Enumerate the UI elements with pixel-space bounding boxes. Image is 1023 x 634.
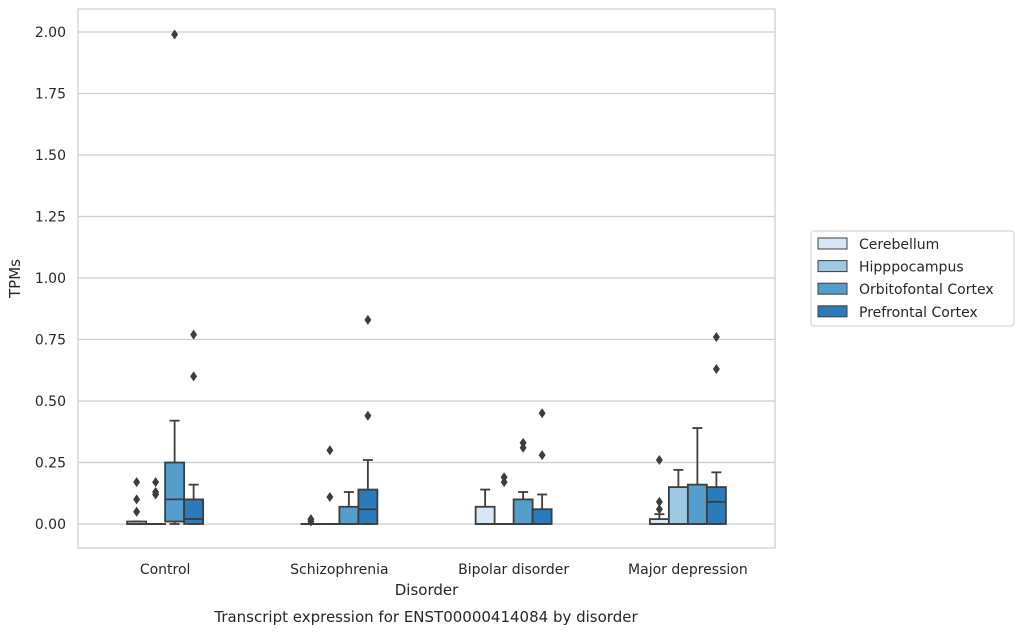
outlier-point [655,496,663,507]
box-prefrontal-cortex [183,329,205,525]
legend-entry: Cerebellum [859,237,939,253]
outlier-point [326,445,334,456]
legend-swatch [817,282,848,295]
box-iqr [686,483,708,525]
legend-entry: Orbitofontal Cortex [859,282,994,298]
x-tick-labels: Control Schizophrenia Bipolar disorder Majo… [140,562,748,578]
y-tick-label: 0.75 [35,333,66,349]
box-hipppocampus [145,477,167,526]
legend-swatch [817,237,848,250]
box-iqr [667,486,689,525]
x-tick-label: Control [140,562,191,578]
outlier-point [133,506,141,517]
y-tick-label: 1.75 [35,87,66,103]
box-iqr [474,505,496,525]
outlier-point [133,477,141,488]
outlier-point [326,491,334,502]
y-tick-label: 0.25 [35,456,66,472]
legend: Cerebellum Hipppocampus Orbitofontal Corte… [810,230,1015,327]
outlier-point [190,371,198,382]
boxes [126,29,727,527]
x-tick-label: Bipolar disorder [458,562,569,578]
y-tick-label: 1.25 [35,210,66,226]
box-orbitofontal-cortex [512,437,534,525]
y-tick-labels: 0.00 0.25 0.50 0.75 1.00 1.25 1.50 1.75 2.00 [35,25,66,533]
x-tick-label: Major depression [628,562,748,578]
y-axis-label: TPMs [6,259,24,299]
outlier-point [655,504,663,515]
y-tick-label: 0.50 [35,394,66,410]
outlier-point [171,29,179,40]
box-iqr [531,508,553,525]
legend-entry: Prefrontal Cortex [859,305,978,321]
plot-frame [77,8,776,549]
box-iqr [183,498,205,525]
outlier-point [519,437,527,448]
box-prefrontal-cortex [357,314,379,525]
box-orbitofontal-cortex [164,29,186,525]
legend-swatch [817,260,848,273]
outlier-point [538,408,546,419]
box-cerebellum [126,477,148,525]
x-tick-label: Schizophrenia [290,562,388,578]
box-cerebellum [474,488,496,525]
box-iqr [705,486,727,525]
box-iqr [357,488,379,525]
outlier-point [152,477,160,488]
outlier-point [712,364,720,375]
box-prefrontal-cortex [705,332,727,525]
outlier-point [655,455,663,466]
outlier-point [152,487,160,498]
box-hipppocampus [493,472,515,526]
legend-frame [810,230,1015,327]
outlier-point [190,329,198,340]
y-tick-label: 1.00 [35,271,66,287]
y-tick-label: 2.00 [35,25,66,41]
box-iqr [338,505,360,525]
outlier-point [364,314,372,325]
outlier-point [307,514,315,525]
box-cerebellum [648,455,670,525]
outlier-point [712,332,720,343]
legend-swatch [817,305,848,318]
legend-entry: Hipppocampus [859,260,964,276]
outlier-point [133,494,141,505]
y-tick-label: 0.00 [35,517,66,533]
box-prefrontal-cortex [531,408,553,525]
outlier-point [500,472,508,483]
box-iqr [164,461,186,523]
x-axis-label: Disorder [395,581,459,599]
box-iqr [512,498,534,525]
outlier-point [364,410,372,421]
chart-title: Transcript expression for ENST0000041408… [213,608,638,626]
outlier-point [538,450,546,461]
y-tick-label: 1.50 [35,148,66,164]
